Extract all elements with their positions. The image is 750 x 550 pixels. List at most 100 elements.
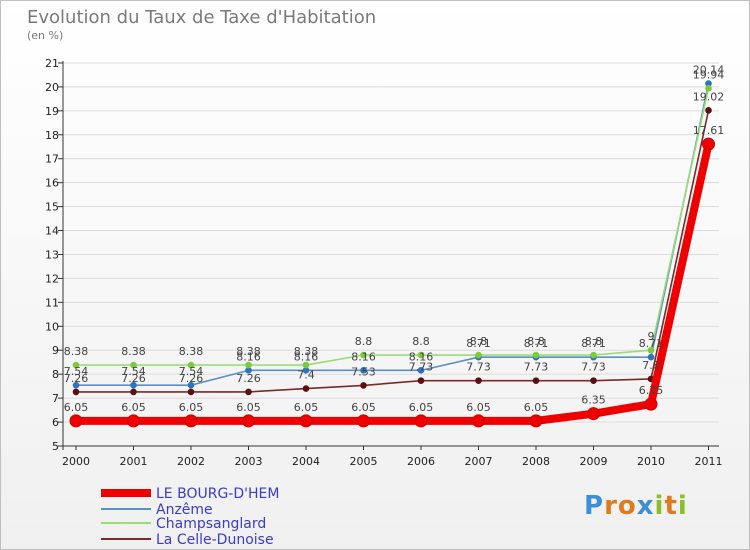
data-label: 8.8 (585, 335, 603, 348)
data-point (705, 80, 712, 87)
data-point (184, 414, 198, 428)
data-point (130, 361, 137, 369)
data-point (529, 414, 543, 428)
data-point (417, 377, 425, 384)
data-label: 7.26 (179, 372, 204, 385)
logo-letter: i (677, 491, 688, 521)
proxiti-logo: Proxiti (584, 491, 688, 521)
data-label: 19.02 (693, 90, 725, 103)
x-tick-label: 2008 (522, 455, 550, 468)
data-point (532, 377, 540, 384)
y-tick-label: 10 (45, 320, 59, 333)
logo-letter: i (654, 491, 665, 521)
x-tick-label: 2000 (62, 455, 90, 468)
data-label: 8.16 (236, 350, 261, 363)
data-label: 19.94 (693, 68, 725, 81)
data-label: 6.05 (121, 401, 146, 414)
data-label: 6.05 (64, 401, 89, 414)
data-point (302, 385, 310, 392)
data-label: 7.4 (297, 369, 315, 382)
data-point (587, 407, 600, 421)
data-label: 8.16 (351, 350, 376, 363)
x-tick-label: 2004 (292, 455, 320, 468)
y-tick-label: 14 (45, 225, 59, 238)
data-point (130, 388, 137, 396)
series-line-3 (75, 109, 710, 393)
data-point (532, 351, 540, 359)
data-point (72, 361, 80, 369)
data-point (414, 414, 428, 428)
data-label: 6.05 (179, 401, 204, 414)
data-label: 8.38 (179, 345, 204, 358)
data-label: 8.16 (294, 350, 319, 363)
y-tick-label: 19 (45, 105, 59, 118)
data-label: 8.8 (412, 335, 430, 348)
data-label: 7.54 (121, 365, 146, 378)
data-point (302, 367, 310, 374)
legend-label: La Celle-Dunoise (156, 532, 274, 548)
data-label: 7.54 (179, 365, 204, 378)
data-label: 8.38 (64, 345, 89, 358)
data-point (130, 381, 137, 389)
legend-label: Champsanglard (156, 516, 266, 532)
data-point (357, 414, 370, 428)
data-point (187, 388, 195, 396)
data-point (245, 361, 252, 369)
data-label: 6.05 (466, 401, 491, 414)
data-label: 7.73 (524, 361, 549, 374)
data-label: 7.26 (236, 372, 261, 385)
data-point (644, 397, 658, 411)
data-point (475, 377, 482, 384)
data-label: 8.38 (121, 345, 146, 358)
chart-unit-label: (en %) (27, 29, 64, 42)
data-label: 6.05 (409, 401, 434, 414)
data-label: 7.26 (121, 372, 146, 385)
x-tick-label: 2001 (120, 455, 148, 468)
data-point (360, 367, 367, 374)
data-label: 8.8 (527, 335, 545, 348)
data-label: 8.16 (409, 350, 434, 363)
data-point (72, 388, 80, 396)
x-tick-label: 2003 (235, 455, 263, 468)
x-tick-label: 2002 (177, 455, 205, 468)
data-point (360, 382, 367, 389)
data-label: 8.38 (236, 345, 261, 358)
data-point (590, 351, 597, 359)
legend-label: Anzême (156, 502, 213, 518)
series-line-2 (75, 87, 710, 366)
data-label: 20.14 (693, 64, 725, 77)
y-tick-label: 15 (45, 201, 59, 214)
data-point (705, 107, 712, 114)
data-label: 7.8 (642, 359, 660, 372)
x-tick-label: 2006 (407, 455, 435, 468)
y-tick-label: 20 (45, 81, 59, 94)
data-label: 8.8 (355, 335, 373, 348)
y-tick-label: 6 (52, 416, 59, 429)
y-tick-label: 17 (45, 153, 59, 166)
data-point (417, 351, 425, 359)
data-label: 6.05 (294, 401, 319, 414)
y-tick-label: 13 (45, 248, 59, 261)
data-label: 6.05 (351, 401, 376, 414)
y-tick-label: 21 (45, 57, 59, 70)
data-label: 8.71 (581, 337, 606, 350)
data-label: 6.05 (524, 401, 549, 414)
series-line-0 (72, 140, 713, 425)
data-label: 8.71 (524, 337, 549, 350)
y-tick-label: 11 (45, 296, 59, 309)
data-label: 7.26 (64, 372, 89, 385)
data-label: 7.53 (351, 365, 376, 378)
x-tick-label: 2007 (465, 455, 493, 468)
logo-letter: o (617, 491, 637, 521)
x-tick-label: 2011 (695, 455, 723, 468)
y-tick-label: 18 (45, 129, 59, 142)
data-point (417, 367, 425, 374)
data-point (472, 414, 485, 428)
data-label: 9 (648, 330, 655, 343)
series-line-1 (75, 82, 710, 386)
x-tick-label: 2009 (580, 455, 608, 468)
data-point (127, 414, 140, 428)
chart-title: Evolution du Taux de Taxe d'Habitation (27, 7, 377, 28)
